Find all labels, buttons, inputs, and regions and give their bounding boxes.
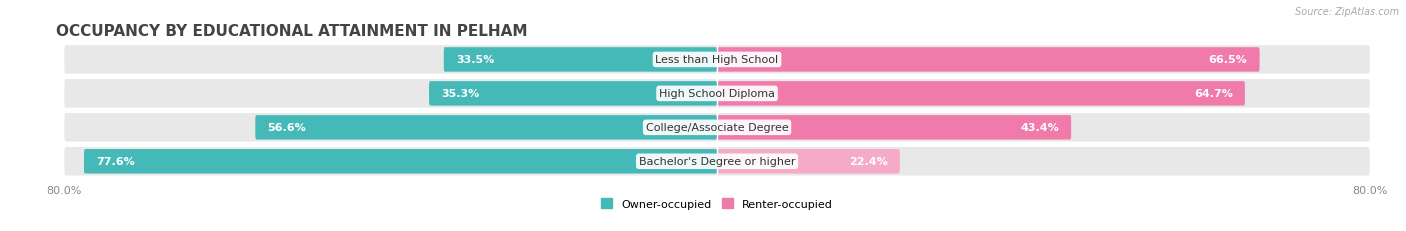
- Text: 64.7%: 64.7%: [1194, 89, 1233, 99]
- FancyBboxPatch shape: [65, 147, 717, 176]
- FancyBboxPatch shape: [717, 46, 1369, 74]
- Text: 77.6%: 77.6%: [96, 157, 135, 167]
- FancyBboxPatch shape: [717, 147, 1369, 176]
- FancyBboxPatch shape: [717, 149, 900, 174]
- FancyBboxPatch shape: [717, 82, 1244, 106]
- FancyBboxPatch shape: [65, 114, 717, 142]
- FancyBboxPatch shape: [717, 116, 1071, 140]
- Text: 35.3%: 35.3%: [441, 89, 479, 99]
- Text: College/Associate Degree: College/Associate Degree: [645, 123, 789, 133]
- Text: High School Diploma: High School Diploma: [659, 89, 775, 99]
- FancyBboxPatch shape: [65, 46, 717, 74]
- FancyBboxPatch shape: [65, 80, 717, 108]
- Text: Bachelor's Degree or higher: Bachelor's Degree or higher: [638, 157, 796, 167]
- Text: 33.5%: 33.5%: [456, 55, 495, 65]
- Text: 22.4%: 22.4%: [849, 157, 887, 167]
- Text: OCCUPANCY BY EDUCATIONAL ATTAINMENT IN PELHAM: OCCUPANCY BY EDUCATIONAL ATTAINMENT IN P…: [56, 24, 527, 39]
- FancyBboxPatch shape: [429, 82, 717, 106]
- Legend: Owner-occupied, Renter-occupied: Owner-occupied, Renter-occupied: [596, 194, 838, 213]
- Text: Source: ZipAtlas.com: Source: ZipAtlas.com: [1295, 7, 1399, 17]
- FancyBboxPatch shape: [717, 114, 1369, 142]
- Text: Less than High School: Less than High School: [655, 55, 779, 65]
- Text: 56.6%: 56.6%: [267, 123, 307, 133]
- FancyBboxPatch shape: [256, 116, 717, 140]
- FancyBboxPatch shape: [717, 80, 1369, 108]
- Text: 66.5%: 66.5%: [1209, 55, 1247, 65]
- FancyBboxPatch shape: [444, 48, 717, 72]
- FancyBboxPatch shape: [84, 149, 717, 174]
- Text: 43.4%: 43.4%: [1021, 123, 1059, 133]
- FancyBboxPatch shape: [717, 48, 1260, 72]
